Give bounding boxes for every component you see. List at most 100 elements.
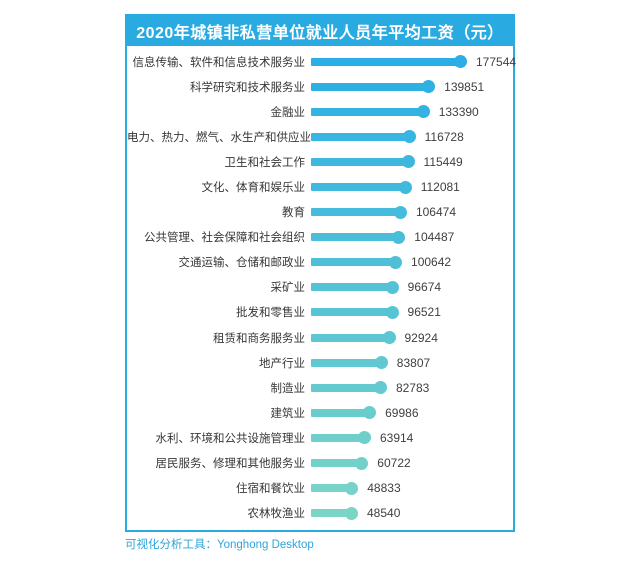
bar [311, 406, 377, 420]
category-label: 交通运输、仓储和邮政业 [178, 257, 306, 270]
bar-row: 农林牧渔业 48540 [127, 501, 513, 526]
bar-track: 177544 [311, 54, 517, 69]
bar-row: 科学研究和技术服务业 139851 [127, 74, 513, 99]
bar-row: 文化、体育和娱乐业 112081 [127, 174, 513, 199]
bar [311, 180, 412, 194]
bar-track: 48833 [311, 481, 513, 495]
bar [311, 230, 406, 244]
value-label: 63914 [379, 430, 414, 445]
value-label: 139851 [444, 79, 485, 94]
bar-track: 100642 [311, 255, 513, 269]
value-label: 116728 [424, 129, 464, 144]
bar-row: 金融业 133390 [127, 99, 513, 124]
category-label: 采矿业 [270, 282, 306, 295]
bar [311, 280, 399, 294]
value-label: 112081 [420, 180, 460, 195]
bar-track: 48540 [311, 506, 513, 520]
chart-title: 2020年城镇非私营单位就业人员年平均工资（元） [136, 25, 504, 42]
bar-row: 地产行业 83807 [127, 350, 513, 375]
value-label: 48833 [367, 481, 401, 496]
bar [311, 481, 359, 495]
value-label: 133390 [438, 104, 479, 119]
bar-track: 96674 [311, 280, 513, 294]
bar-row: 住宿和餐饮业 48833 [127, 476, 513, 501]
bar [311, 255, 403, 269]
category-label: 租赁和商务服务业 [213, 332, 305, 345]
category-label: 信息传输、软件和信息技术服务业 [132, 56, 306, 69]
bar-track: 133390 [311, 105, 513, 119]
bar [311, 130, 416, 144]
bar-row: 批发和零售业 96521 [127, 300, 513, 325]
category-label: 文化、体育和娱乐业 [201, 182, 306, 195]
category-label: 制造业 [270, 382, 306, 395]
category-label: 教育 [282, 207, 305, 220]
bar-row: 制造业 82783 [127, 375, 513, 400]
bar-track: 112081 [311, 180, 513, 194]
value-label: 60722 [377, 456, 411, 471]
bar-track: 63914 [311, 431, 513, 445]
bar-row: 居民服务、修理和其他服务业 60722 [127, 451, 513, 476]
bar-row: 教育 106474 [127, 200, 513, 225]
footer-credit: 可视化分析工具：Yonghong Desktop [125, 539, 314, 551]
category-label: 电力、热力、燃气、水生产和供应业 [127, 131, 311, 144]
value-label: 96521 [407, 305, 441, 320]
bar-track: 69986 [311, 406, 513, 420]
bar-track: 96521 [311, 305, 513, 319]
category-label: 居民服务、修理和其他服务业 [155, 458, 306, 471]
value-label: 106474 [415, 205, 456, 220]
bar-track: 139851 [311, 80, 513, 94]
chart-body: 信息传输、软件和信息技术服务业 177544 科学研究和技术服务业 139851 金融业… [127, 46, 517, 530]
category-label: 科学研究和技术服务业 [190, 81, 305, 94]
value-label: 115449 [423, 154, 463, 169]
category-label: 批发和零售业 [236, 307, 305, 320]
bar [311, 155, 415, 169]
bar-track: 116728 [311, 130, 513, 144]
bar [311, 80, 436, 94]
chart-card: 2020年城镇非私营单位就业人员年平均工资（元） 信息传输、软件和信息技术服务业… [125, 14, 517, 532]
value-label: 92924 [404, 330, 438, 345]
bar-track: 83807 [311, 356, 513, 370]
bar-row: 信息传输、软件和信息技术服务业 177544 [127, 49, 517, 74]
bar [311, 305, 399, 319]
chart-header: 2020年城镇非私营单位就业人员年平均工资（元） [127, 16, 513, 46]
bar-track: 60722 [311, 456, 513, 470]
value-label: 96674 [407, 280, 442, 295]
bar-track: 115449 [311, 155, 513, 169]
bar [311, 105, 430, 119]
value-label: 48540 [367, 506, 401, 521]
bar-row: 卫生和社会工作 115449 [127, 149, 513, 174]
category-label: 水利、环境和公共设施管理业 [155, 432, 306, 445]
category-label: 农林牧渔业 [247, 508, 306, 521]
bar-track: 82783 [311, 381, 513, 395]
bar-row: 水利、环境和公共设施管理业 63914 [127, 425, 513, 450]
value-label: 82783 [395, 380, 430, 395]
bar [311, 205, 407, 219]
bar [311, 456, 369, 470]
bar-row: 电力、热力、燃气、水生产和供应业 116728 [127, 124, 513, 149]
bar-row: 公共管理、社会保障和社会组织 104487 [127, 225, 513, 250]
category-label: 卫生和社会工作 [224, 156, 306, 169]
value-label: 177544 [476, 54, 517, 69]
bar [311, 356, 388, 370]
bar [311, 55, 467, 69]
category-label: 金融业 [270, 106, 306, 119]
bar [311, 506, 358, 520]
bar-track: 92924 [311, 331, 513, 345]
bar-row: 建筑业 69986 [127, 400, 513, 425]
bar-row: 采矿业 96674 [127, 275, 513, 300]
bar-row: 交通运输、仓储和邮政业 100642 [127, 250, 513, 275]
value-label: 104487 [414, 230, 455, 245]
bar [311, 381, 387, 395]
bar-row: 租赁和商务服务业 92924 [127, 325, 513, 350]
category-label: 住宿和餐饮业 [236, 483, 305, 496]
bar-track: 104487 [311, 230, 513, 244]
value-label: 100642 [411, 255, 452, 270]
bar [311, 331, 395, 345]
bar-track: 106474 [311, 205, 513, 219]
category-label: 地产行业 [259, 357, 305, 370]
value-label: 69986 [385, 405, 419, 420]
value-label: 83807 [396, 355, 431, 370]
bar [311, 431, 371, 445]
category-label: 建筑业 [270, 407, 306, 420]
category-label: 公共管理、社会保障和社会组织 [144, 232, 305, 245]
